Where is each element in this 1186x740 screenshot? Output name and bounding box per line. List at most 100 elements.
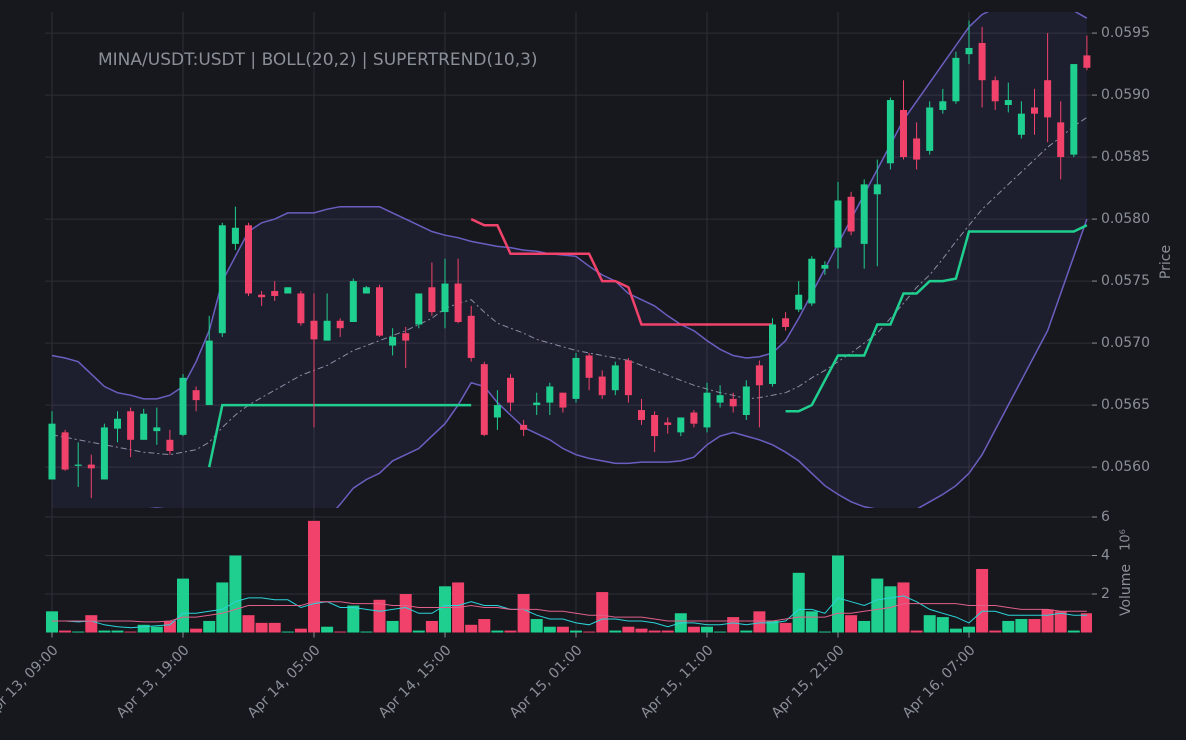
candle-body: [1004, 100, 1012, 105]
candle-body: [965, 47, 973, 55]
volume-bar: [622, 626, 635, 633]
volume-bar: [570, 630, 582, 633]
volume-bar: [989, 630, 1002, 633]
candle-body: [624, 360, 632, 396]
candle-body: [873, 184, 881, 195]
volume-bar: [714, 631, 727, 633]
volume-bar: [242, 615, 255, 633]
candle-body: [651, 415, 659, 437]
candle-body: [245, 225, 252, 294]
candle-body: [991, 80, 999, 102]
candle-body: [900, 109, 907, 158]
candle-body: [742, 386, 750, 415]
volume-bar: [137, 624, 150, 633]
candle-body: [114, 418, 121, 429]
volume-bar: [1067, 630, 1080, 633]
volume-bar: [386, 620, 399, 633]
volume-bar: [85, 615, 98, 633]
volume-bar: [609, 630, 622, 633]
candle-body: [336, 320, 344, 329]
volume-bar: [910, 630, 923, 633]
volume-bar: [923, 615, 936, 633]
candle-body: [376, 287, 383, 336]
bollinger-fill: [52, 12, 1087, 508]
candle-body: [1031, 107, 1038, 114]
candle-body: [153, 427, 161, 432]
candle-body: [598, 376, 606, 396]
candle-body: [755, 365, 763, 386]
volume-bar: [163, 620, 176, 633]
candle-body: [480, 364, 488, 435]
candle-body: [834, 200, 842, 248]
volume-bar: [805, 611, 818, 633]
candle-body: [402, 333, 410, 341]
volume-bar: [124, 631, 137, 633]
candle-body: [690, 412, 698, 424]
volume-bar: [190, 628, 203, 633]
volume-bar: [727, 617, 740, 633]
volume-bar: [281, 631, 294, 633]
volume-bar: [543, 626, 556, 633]
volume-bar: [491, 630, 504, 633]
candle-body: [952, 57, 960, 102]
volume-bar: [1080, 613, 1092, 633]
volume-tick-label: 6: [1101, 509, 1110, 525]
price-tick-label: 0.0570: [1101, 335, 1150, 351]
volume-bar: [425, 620, 438, 633]
candle-body: [218, 225, 226, 334]
candle-body: [664, 422, 672, 425]
price-tick-label: 0.0575: [1101, 273, 1150, 289]
volume-bar: [858, 620, 871, 633]
volume-bar: [753, 611, 766, 633]
volume-bar: [46, 611, 58, 633]
price-axis-label: Price: [1158, 245, 1174, 279]
price-tick-label: 0.0580: [1101, 211, 1150, 227]
candle-body: [349, 281, 357, 322]
volume-scale-label: 10⁶: [1119, 529, 1134, 551]
candle-body: [271, 291, 279, 296]
x-tick-label: Apr 14, 05:00: [245, 642, 324, 721]
volume-average: [52, 601, 1087, 623]
volume-bar: [177, 578, 189, 633]
candle-body: [559, 392, 567, 408]
chart-title: MINA/USDT:USDT | BOLL(20,2) | SUPERTREND…: [98, 50, 538, 70]
volume-bar: [740, 630, 753, 633]
volume-bar: [360, 631, 373, 633]
candle-body: [297, 293, 305, 324]
candle-body: [782, 318, 790, 327]
volume-bar: [871, 578, 884, 633]
volume-bar: [321, 626, 334, 633]
candle-body: [703, 392, 711, 428]
candle-body: [611, 365, 619, 391]
candle-body: [585, 355, 593, 378]
candle-body: [847, 196, 855, 232]
volume-bar: [308, 520, 320, 633]
candle-body: [729, 398, 737, 407]
candle-body: [467, 315, 475, 358]
volume-bar: [832, 555, 844, 633]
x-tick-label: Apr 15, 21:00: [769, 642, 848, 721]
candle-body: [795, 294, 803, 310]
volume-bar: [72, 631, 85, 633]
volume-bar: [111, 630, 124, 633]
volume-bar: [635, 628, 648, 633]
volume-bar: [150, 626, 163, 633]
candle-body: [140, 413, 148, 440]
volume-bar: [216, 582, 229, 633]
volume-bar: [596, 592, 609, 633]
candle-body: [441, 283, 449, 313]
volume-bar: [949, 628, 962, 633]
x-tick-label: Apr 13, 19:00: [114, 642, 193, 721]
volume-bar: [1054, 611, 1067, 633]
volume-average: [52, 595, 1087, 629]
candle-body: [258, 294, 266, 298]
candle-body: [48, 423, 56, 480]
supertrend-down: [470, 217, 773, 326]
candle-body: [860, 184, 868, 244]
volume-bar: [268, 622, 281, 633]
candle-body: [127, 411, 135, 440]
candle-body: [913, 138, 921, 160]
candle-body: [638, 410, 645, 420]
volume-bar: [334, 631, 347, 633]
volume-bar: [583, 631, 596, 633]
